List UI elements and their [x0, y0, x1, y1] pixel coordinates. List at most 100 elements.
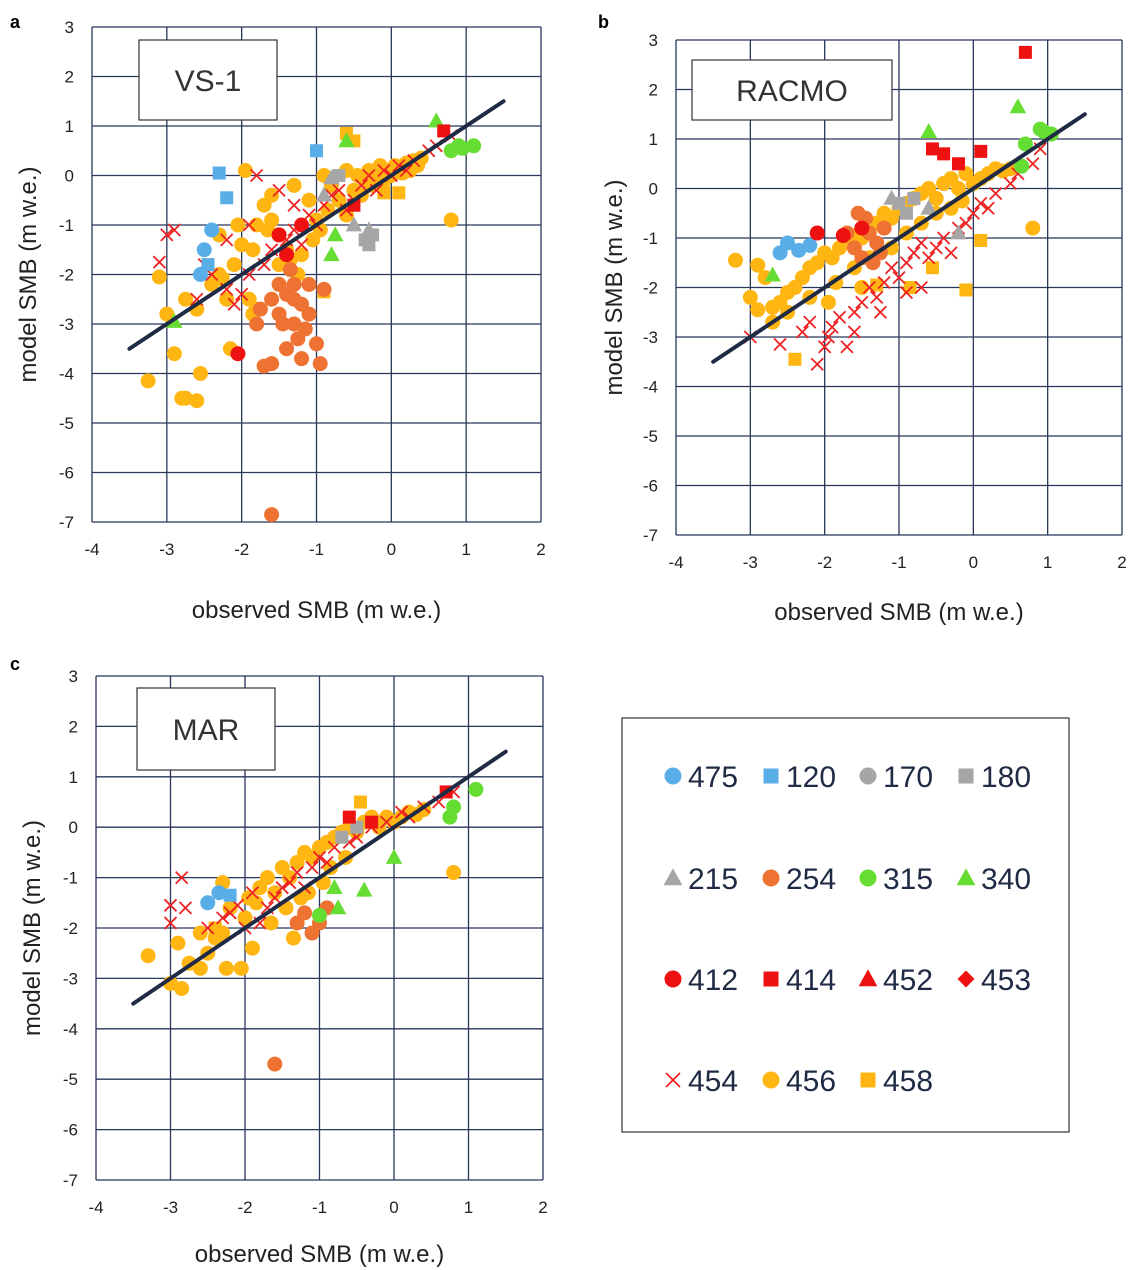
- data-point-456: [178, 390, 194, 406]
- data-point-456: [820, 294, 836, 310]
- data-point-215: [950, 224, 967, 240]
- data-point-454: [832, 310, 847, 324]
- data-point-454: [870, 290, 884, 305]
- data-point-456: [140, 948, 156, 964]
- y-tick-label: -5: [63, 1070, 78, 1089]
- data-point-315: [1017, 136, 1033, 152]
- data-point-315: [454, 140, 470, 156]
- data-point-454: [847, 305, 862, 319]
- data-point-456: [151, 269, 167, 285]
- data-point-454: [242, 218, 256, 232]
- data-point-454: [235, 287, 249, 301]
- legend-marker-412: [664, 970, 682, 988]
- panel-b-letter: b: [598, 12, 609, 32]
- data-point-414: [951, 157, 965, 171]
- data-point-254: [279, 341, 295, 357]
- data-point-458: [959, 283, 973, 297]
- legend-label-454: 454: [688, 1065, 738, 1098]
- data-point-254: [301, 306, 317, 322]
- legend-marker-340: [956, 868, 976, 886]
- legend-label-412: 412: [688, 964, 738, 997]
- x-tick-label: -3: [163, 1198, 178, 1217]
- title-box: [691, 59, 893, 121]
- data-point-454: [821, 330, 836, 344]
- y-tick-label: 3: [649, 31, 658, 50]
- y-tick-label: -6: [643, 477, 658, 496]
- x-tick-label: -4: [88, 1198, 103, 1217]
- data-point-456: [226, 257, 242, 273]
- data-point-412: [230, 346, 246, 362]
- data-point-454: [899, 285, 914, 300]
- one-to-one-line: [711, 112, 1087, 364]
- title-box: [138, 39, 278, 121]
- y-tick-label: -7: [59, 513, 74, 532]
- data-point-412: [271, 227, 287, 243]
- data-point-456: [263, 915, 279, 931]
- data-point-456: [230, 217, 246, 233]
- data-point-475: [211, 885, 227, 901]
- data-point-454: [249, 168, 264, 183]
- x-tick-label: 1: [461, 540, 470, 559]
- legend-marker-315: [859, 869, 877, 887]
- legend-items: 475 120 170 180 215 254 315 340 412 414 452 453 454 4…: [663, 761, 1031, 1098]
- data-point-456: [244, 940, 260, 956]
- data-point-456: [189, 393, 205, 409]
- data-point-454: [362, 168, 376, 183]
- data-point-456: [443, 212, 459, 228]
- legend-label-458: 458: [883, 1065, 933, 1098]
- x-tick-label: -2: [234, 540, 249, 559]
- data-point-254: [264, 507, 280, 523]
- data-point-254: [256, 358, 272, 374]
- data-point-120: [223, 888, 237, 902]
- y-tick-label: -3: [63, 969, 78, 988]
- y-tick-label: -3: [643, 328, 658, 347]
- data-point-456: [260, 222, 276, 238]
- y-tick-label: -6: [59, 464, 74, 483]
- data-point-456: [222, 900, 238, 916]
- data-point-412: [809, 225, 825, 241]
- data-point-454: [163, 916, 178, 930]
- legend-box: [621, 717, 1070, 1133]
- chart-title: MAR: [173, 714, 240, 747]
- data-point-412: [854, 220, 870, 236]
- data-point-340: [385, 848, 403, 864]
- y-tick-label: 1: [69, 768, 78, 787]
- data-point-458: [392, 186, 406, 200]
- data-point-180: [350, 820, 364, 834]
- data-point-180: [335, 830, 349, 844]
- data-point-456: [765, 299, 781, 315]
- legend-marker-180: [958, 768, 974, 784]
- data-point-456: [174, 980, 190, 996]
- data-point-454: [379, 815, 394, 829]
- data-point-454: [160, 228, 174, 242]
- data-point-315: [312, 907, 327, 923]
- legend-label-254: 254: [786, 863, 836, 896]
- panel-a-plot: -4 -3 -2 -1 0 1 2 3 2 1 0 -1 -2 -3 -4 -5 -6 -7 observed SM…: [15, 18, 546, 624]
- data-point-458: [925, 261, 939, 275]
- data-point-340: [764, 266, 781, 282]
- legend-marker-475: [664, 767, 682, 785]
- data-point-456: [166, 346, 182, 362]
- data-point-315: [442, 809, 458, 825]
- y-tick-label: 0: [65, 167, 74, 186]
- data-point-120: [310, 144, 323, 158]
- y-axis-label: model SMB (m w.e.): [601, 179, 628, 395]
- data-point-454: [966, 206, 980, 220]
- data-point-454: [1003, 176, 1018, 191]
- panel-c-plot: -4 -3 -2 -1 0 1 2 3 2 1 0 -1 -2 -3 -4 -5 -6 -7 observed SM…: [19, 667, 548, 1268]
- data-point-456: [170, 935, 186, 951]
- data-point-454: [152, 255, 166, 269]
- data-point-254: [297, 321, 313, 337]
- data-point-254: [297, 905, 313, 921]
- data-point-456: [928, 190, 944, 206]
- data-point-414: [365, 815, 379, 829]
- data-point-454: [220, 233, 234, 247]
- data-point-340: [920, 122, 937, 138]
- legend-label-315: 315: [883, 863, 933, 896]
- data-point-454: [175, 870, 189, 885]
- data-point-254: [294, 351, 310, 367]
- data-point-454: [773, 337, 787, 352]
- data-point-120: [220, 191, 234, 205]
